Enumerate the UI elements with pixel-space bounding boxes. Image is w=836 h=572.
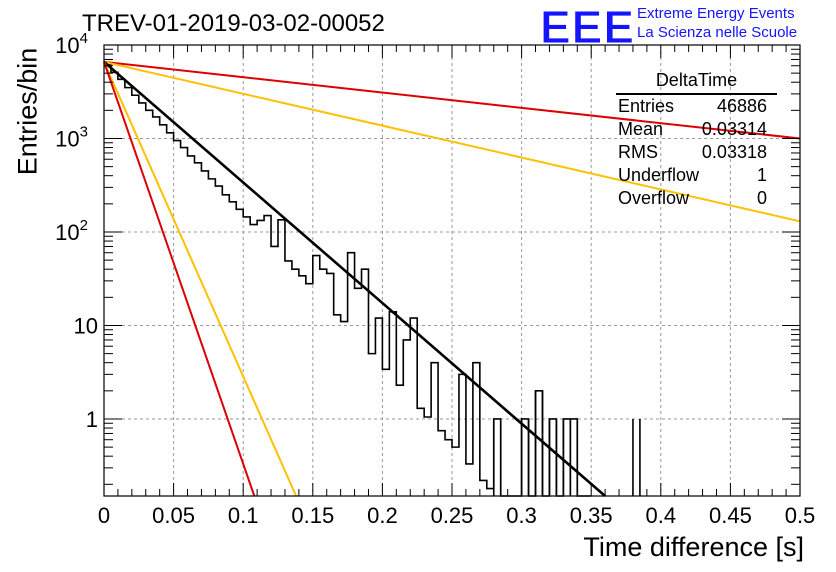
x-tick-label: 0.45 <box>709 503 752 528</box>
stats-row-overflow: Overflow 0 <box>612 187 777 210</box>
y-tick-label: 102 <box>55 217 88 245</box>
stats-label: Entries <box>618 96 675 116</box>
y-tick-exponent: 3 <box>80 123 88 140</box>
x-tick-labels: 0 0.05 0.1 0.15 0.2 0.25 0.3 0.35 0.4 0.45 0.5 <box>98 503 815 528</box>
stats-row-mean: Mean 0.03314 <box>612 118 777 141</box>
histogram-outline <box>104 63 592 497</box>
x-tick-label: 0.25 <box>431 503 474 528</box>
stats-value: 0.03314 <box>701 119 767 139</box>
y-tick-label: 103 <box>55 123 88 151</box>
y-tick-exponent: 4 <box>80 30 88 47</box>
fit-line-4 <box>103 61 256 497</box>
stats-label: RMS <box>618 142 658 162</box>
stats-value: 0 <box>756 188 767 208</box>
x-tick-label: 0.5 <box>785 503 816 528</box>
stats-value: 46886 <box>716 96 767 116</box>
fit-lines <box>103 60 801 497</box>
y-axis-label: Entries/bin <box>12 47 43 176</box>
fit-line-0 <box>103 60 801 140</box>
stats-value: 0.03318 <box>701 142 767 162</box>
logo-line-1: Extreme Energy Events <box>637 5 795 22</box>
y-tick-label: 10 <box>74 313 98 338</box>
x-tick-label: 0.2 <box>367 503 398 528</box>
x-axis-label: Time difference [s] <box>583 532 804 562</box>
fit-line-2 <box>103 60 606 497</box>
histogram <box>104 63 641 497</box>
stats-value: 1 <box>756 165 767 185</box>
axis-ticks <box>103 44 801 496</box>
x-tick-label: 0.4 <box>646 503 677 528</box>
y-tick-label: 1 <box>86 407 98 432</box>
x-tick-label: 0.3 <box>506 503 537 528</box>
stats-label: Underflow <box>618 165 700 185</box>
x-tick-label: 0.35 <box>570 503 613 528</box>
stats-label: Overflow <box>618 188 690 208</box>
x-tick-label: 0.1 <box>228 503 259 528</box>
fit-line-3 <box>103 61 298 497</box>
eee-logo-letters: EEE <box>539 1 636 54</box>
x-tick-label: 0.15 <box>291 503 334 528</box>
chart-title: TREV-01-2019-03-02-00052 <box>82 10 385 37</box>
stats-row-underflow: Underflow 1 <box>612 164 777 187</box>
y-tick-exponent: 2 <box>80 217 88 234</box>
logo-line-2: La Scienza nelle Scuole <box>637 24 798 41</box>
x-tick-label: 0 <box>98 503 110 528</box>
fit-line-1 <box>103 60 801 223</box>
stats-row-rms: RMS 0.03318 <box>612 141 777 164</box>
x-tick-label: 0.05 <box>152 503 195 528</box>
stats-box: DeltaTime Entries 46886 Mean 0.03314 RMS… <box>612 70 777 210</box>
stats-row-entries: Entries 46886 <box>612 95 777 118</box>
stats-label: Mean <box>618 119 664 139</box>
stats-title: DeltaTime <box>616 70 777 95</box>
